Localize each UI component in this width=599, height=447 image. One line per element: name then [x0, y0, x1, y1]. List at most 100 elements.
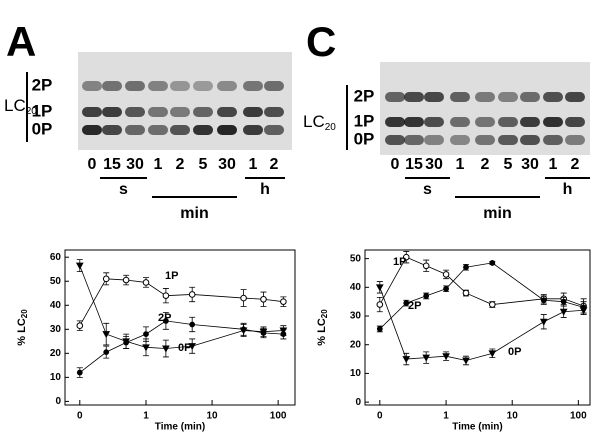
- y-tick-label: 50: [50, 276, 62, 287]
- blot-band: [424, 135, 444, 145]
- marker: [260, 295, 267, 303]
- series-line: [79, 278, 284, 326]
- blot-band: [217, 81, 237, 91]
- marker: [142, 344, 150, 352]
- y-axis-label-main: % LC: [316, 318, 328, 346]
- blot-band: [82, 125, 102, 135]
- y-tick-label: 40: [50, 300, 62, 311]
- blot-band: [243, 125, 263, 135]
- marker: [142, 279, 150, 286]
- band-label: 2P: [32, 75, 53, 94]
- blot-band: [543, 117, 563, 127]
- marker: [122, 338, 130, 346]
- y-tick-label: 0: [55, 396, 61, 407]
- blot-band: [264, 125, 284, 135]
- lane-label: 2: [176, 156, 185, 173]
- blot-image: [78, 52, 292, 150]
- group-label: s: [423, 181, 432, 198]
- marker: [488, 350, 497, 358]
- x-tick-label: 0: [377, 411, 383, 422]
- y-tick-label: 50: [350, 253, 362, 264]
- marker: [188, 291, 196, 298]
- blot-band: [450, 135, 470, 145]
- blot-band: [565, 92, 585, 102]
- lane-label: 1: [549, 156, 558, 173]
- lane-label: 2: [571, 156, 580, 173]
- marker: [189, 321, 196, 328]
- marker: [102, 331, 111, 339]
- marker: [75, 262, 84, 270]
- plot-frame: [64, 249, 296, 406]
- lane-label: 15: [405, 156, 423, 173]
- y-tick-label: 20: [50, 348, 62, 359]
- lane-label: 0: [88, 156, 97, 173]
- group-label: min: [180, 205, 208, 222]
- lane-label: 30: [425, 156, 443, 173]
- blot-band: [385, 117, 405, 127]
- blot-band: [125, 125, 145, 135]
- x-tick-label: 10: [207, 411, 219, 422]
- blot-label-sub: 20: [325, 122, 337, 133]
- blot-band: [193, 107, 213, 117]
- marker: [540, 297, 547, 304]
- blot-band: [170, 81, 190, 91]
- marker: [162, 292, 170, 299]
- blot-band: [264, 81, 284, 91]
- blot-band: [193, 81, 213, 91]
- marker: [76, 322, 84, 329]
- blot-label-main: LC: [303, 112, 325, 131]
- x-tick-label: 1: [143, 411, 149, 422]
- group-label: h: [563, 181, 573, 198]
- band-label: 1P: [32, 101, 53, 120]
- marker: [442, 353, 450, 361]
- blot-band: [170, 107, 190, 117]
- blot-band: [450, 92, 470, 102]
- series-label: 2P: [408, 300, 421, 312]
- blot-band: [424, 117, 444, 127]
- blot-band: [424, 92, 444, 102]
- marker: [489, 260, 496, 266]
- marker: [560, 298, 567, 305]
- marker: [122, 276, 130, 284]
- lane-label: 30: [218, 156, 236, 173]
- group-label: h: [260, 181, 270, 198]
- marker: [279, 327, 288, 335]
- marker: [422, 354, 431, 362]
- marker: [463, 264, 469, 271]
- marker: [579, 307, 588, 315]
- lane-label: 0: [391, 156, 400, 173]
- series-label: 1P: [165, 270, 178, 282]
- lane-label: 5: [504, 156, 513, 173]
- blot-band: [217, 107, 237, 117]
- blot-band: [450, 117, 470, 127]
- blot-label-sub: 20: [26, 106, 38, 117]
- marker: [402, 253, 410, 261]
- blot-band: [243, 81, 263, 91]
- marker: [442, 271, 450, 278]
- blot-band: [385, 135, 405, 145]
- blot-band: [498, 135, 518, 145]
- series-label: 2P: [158, 312, 171, 324]
- x-tick-label: 0: [77, 411, 83, 422]
- band-label: 1P: [354, 111, 375, 130]
- blot-band: [385, 92, 405, 102]
- marker: [443, 285, 449, 292]
- series-label: 0P: [178, 342, 191, 354]
- x-tick-label: 10: [507, 411, 519, 422]
- marker: [489, 301, 496, 308]
- blot-band: [520, 135, 540, 145]
- y-axis-label-sub: 20: [20, 309, 29, 318]
- marker: [162, 345, 170, 353]
- marker: [376, 301, 384, 308]
- y-tick-label: 60: [50, 252, 62, 263]
- blot-band: [475, 92, 495, 102]
- marker: [102, 275, 110, 283]
- y-axis-label-main: % LC: [16, 318, 28, 346]
- marker: [76, 369, 83, 376]
- marker: [402, 356, 411, 364]
- marker: [375, 284, 384, 292]
- marker: [423, 293, 430, 299]
- group-label: min: [483, 205, 511, 222]
- series-label: 1P: [393, 256, 406, 268]
